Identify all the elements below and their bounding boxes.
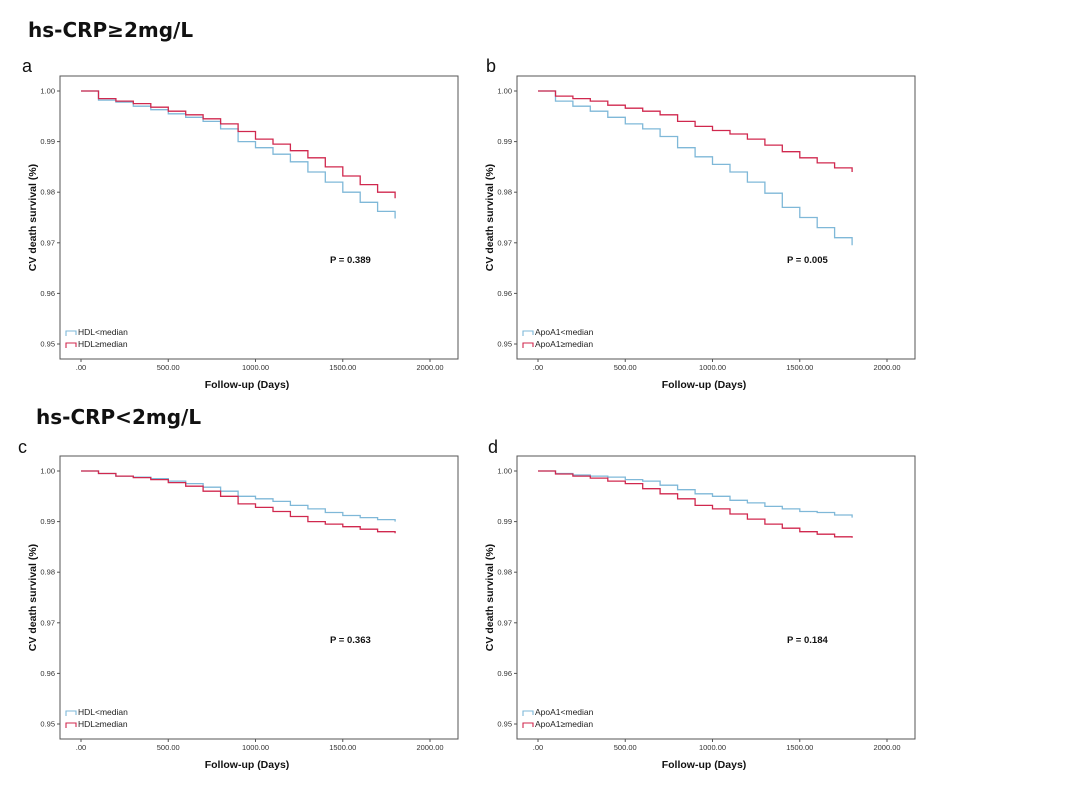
plot-frame [516,455,916,740]
legend-swatch [65,342,77,348]
x-tick-label: 2000.00 [416,743,443,752]
y-axis-title: CV death survival (%) [484,164,496,271]
x-tick-label: 500.00 [614,363,637,372]
legend-label: HDL<median [78,707,128,717]
series-line-above-median [538,470,853,538]
p-value-annotation: P = 0.363 [330,635,371,646]
legend-label: ApoA1<median [535,327,594,337]
series-line-above-median [538,90,853,172]
x-tick-label: .00 [76,363,86,372]
p-value-annotation: P = 0.184 [787,635,828,646]
x-tick-label: .00 [533,743,543,752]
legend-swatch [522,722,534,728]
x-tick-label: 1500.00 [329,363,356,372]
km-panel-c: 0.95 0.96 0.97 0.98 0.99 1.00 .00 500.00 1000.00… [18,448,468,785]
x-tick-label: 1000.00 [242,743,269,752]
km-chart-c: 0.95 0.96 0.97 0.98 0.99 1.00 .00 500.00 1000.00… [27,455,459,771]
y-tick-label: 0.98 [40,188,55,197]
legend-label: ApoA1≥median [535,339,593,349]
legend-swatch [522,710,534,716]
legend-label: HDL≥median [78,719,128,729]
km-chart-a: 0.95 0.96 0.97 0.98 0.99 1.00 .00 500.00 1000.00… [27,75,459,391]
x-tick-label: 1000.00 [699,363,726,372]
x-tick-label: .00 [76,743,86,752]
legend-swatch [522,342,534,348]
legend-label: ApoA1≥median [535,719,593,729]
y-tick-label: 0.95 [497,720,512,729]
x-tick-label: 2000.00 [416,363,443,372]
km-chart-b: 0.95 0.96 0.97 0.98 0.99 1.00 .00 500.00 1000.00… [484,75,916,391]
x-tick-label: 1500.00 [786,743,813,752]
x-tick-label: 500.00 [157,743,180,752]
panel-letter-a: a [22,56,33,76]
panel-letter-c: c [18,437,27,457]
p-value-annotation: P = 0.389 [330,255,371,266]
plot-frame [516,75,916,360]
x-tick-label: 1500.00 [329,743,356,752]
y-tick-label: 1.00 [497,87,512,96]
y-tick-label: 0.96 [497,289,512,298]
legend-label: HDL<median [78,327,128,337]
heading-hscrp-high: hs-CRP≥2mg/L [28,18,194,42]
legend-swatch [65,722,77,728]
y-tick-label: 0.97 [497,238,512,247]
y-tick-label: 0.98 [497,568,512,577]
km-panel-b: 0.95 0.96 0.97 0.98 0.99 1.00 .00 500.00 1000.00… [475,68,925,405]
y-tick-label: 0.96 [40,289,55,298]
x-tick-label: 1000.00 [699,743,726,752]
km-chart-d: 0.95 0.96 0.97 0.98 0.99 1.00 .00 500.00 1000.00… [484,455,916,771]
panel-letter-b: b [486,56,497,76]
x-tick-label: 1000.00 [242,363,269,372]
y-tick-label: 0.97 [497,618,512,627]
y-tick-label: 0.99 [497,517,512,526]
y-tick-label: 0.99 [40,517,55,526]
series-line-above-median [81,470,396,534]
y-tick-label: 1.00 [40,467,55,476]
km-panel-d: 0.95 0.96 0.97 0.98 0.99 1.00 .00 500.00 1000.00… [475,448,925,785]
y-tick-label: 0.99 [497,137,512,146]
x-tick-label: 2000.00 [873,743,900,752]
y-axis-title: CV death survival (%) [27,164,39,271]
x-axis-title: Follow-up (Days) [662,759,747,771]
heading-hscrp-low: hs-CRP<2mg/L [36,405,202,429]
x-tick-label: 2000.00 [873,363,900,372]
x-tick-label: .00 [533,363,543,372]
legend-label: ApoA1<median [535,707,594,717]
y-tick-label: 0.99 [40,137,55,146]
y-tick-label: 0.96 [40,669,55,678]
y-tick-label: 0.98 [497,188,512,197]
y-tick-label: 0.97 [40,618,55,627]
x-tick-label: 500.00 [614,743,637,752]
y-tick-label: 0.98 [40,568,55,577]
y-tick-label: 0.96 [497,669,512,678]
legend-swatch [65,710,77,716]
km-panel-a: 0.95 0.96 0.97 0.98 0.99 1.00 .00 500.00 1000.00… [18,68,468,405]
plot-frame [59,75,459,360]
plot-frame [59,455,459,740]
y-tick-label: 0.95 [40,720,55,729]
y-tick-label: 0.95 [497,340,512,349]
series-line-below-median [538,90,853,246]
y-axis-title: CV death survival (%) [484,544,496,651]
legend-swatch [65,330,77,336]
panel-letter-d: d [488,437,499,457]
y-axis-title: CV death survival (%) [27,544,39,651]
p-value-annotation: P = 0.005 [787,255,828,266]
y-tick-label: 1.00 [497,467,512,476]
x-axis-title: Follow-up (Days) [662,379,747,391]
x-axis-title: Follow-up (Days) [205,379,290,391]
x-axis-title: Follow-up (Days) [205,759,290,771]
series-line-above-median [81,90,396,199]
y-tick-label: 1.00 [40,87,55,96]
series-line-below-median [81,90,396,219]
y-tick-label: 0.97 [40,238,55,247]
x-tick-label: 1500.00 [786,363,813,372]
legend-label: HDL≥median [78,339,128,349]
x-tick-label: 500.00 [157,363,180,372]
legend-swatch [522,330,534,336]
y-tick-label: 0.95 [40,340,55,349]
